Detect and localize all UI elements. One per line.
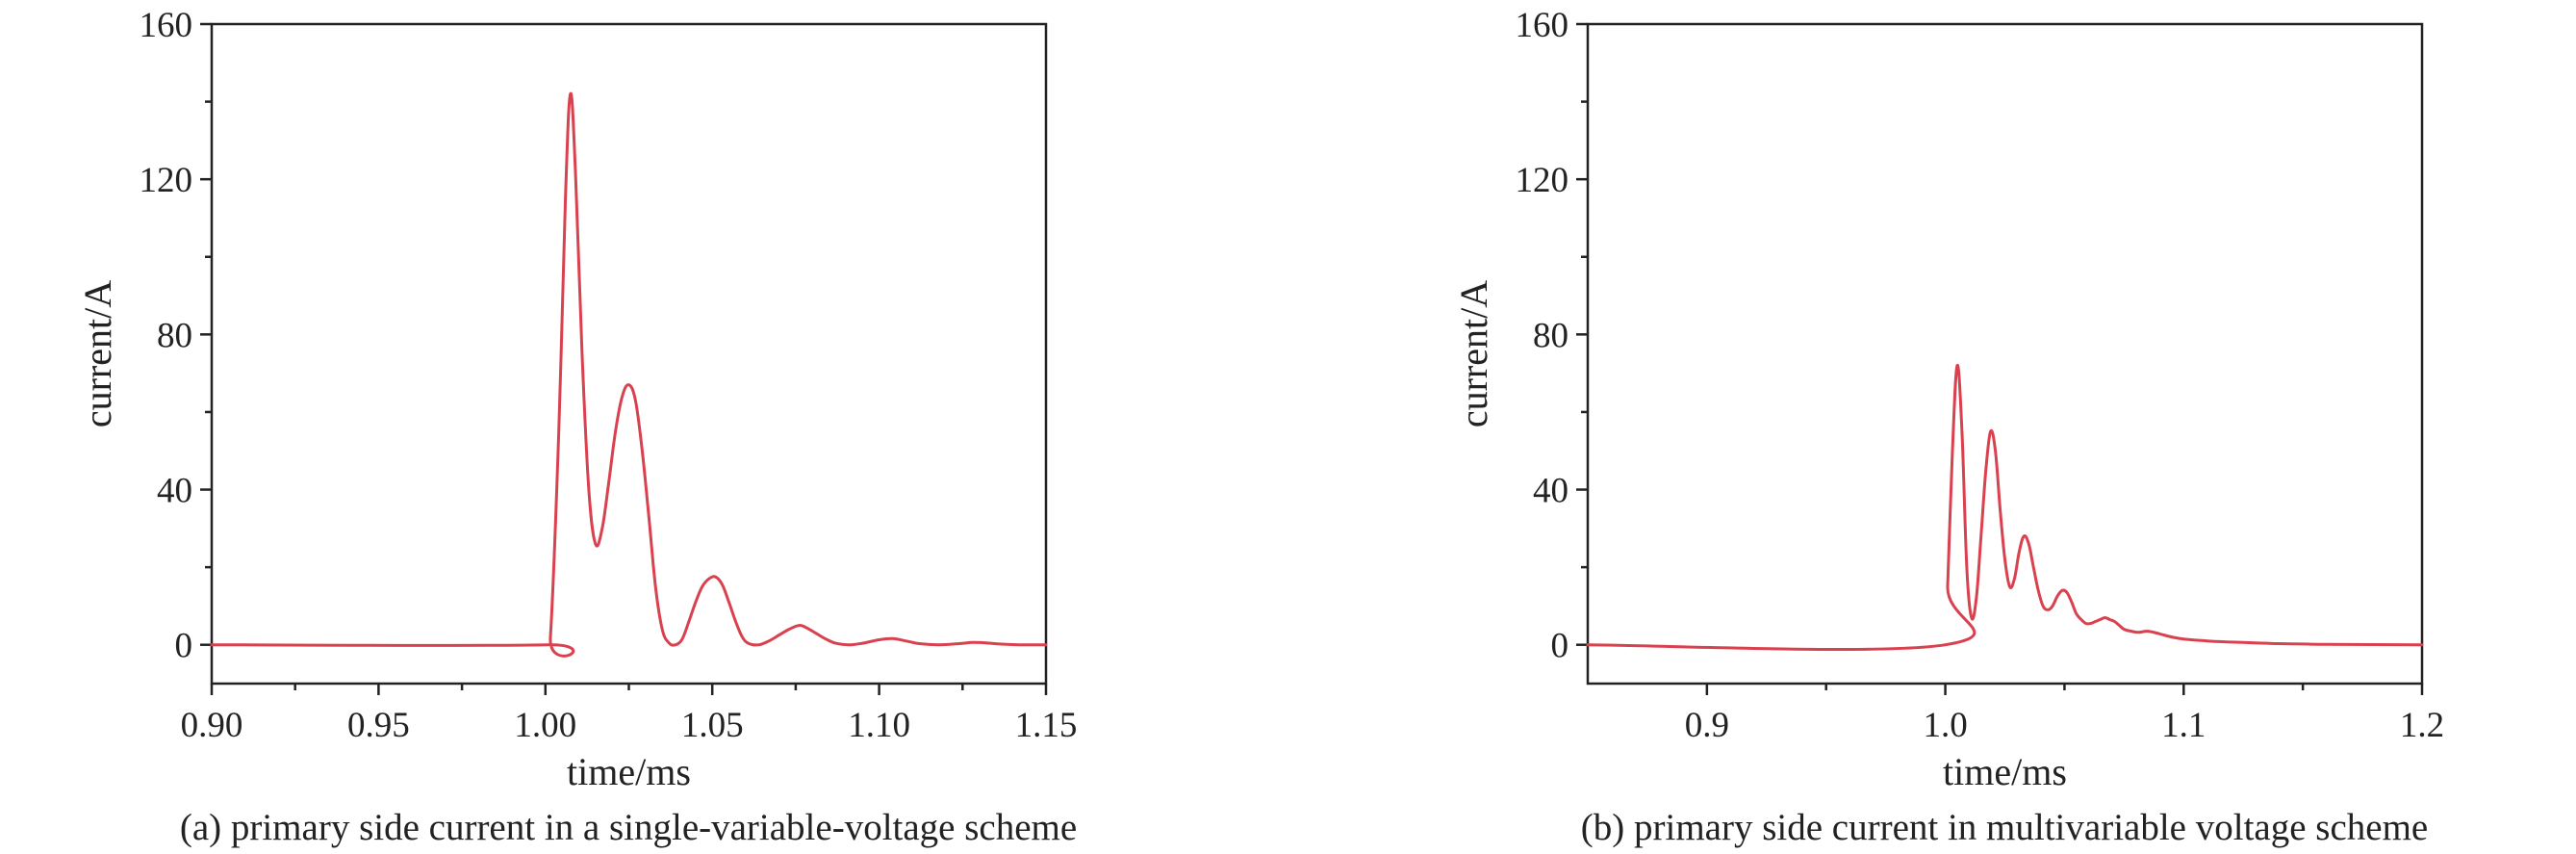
chart-b: 0.9 1.0 1.1 1.2 0 40 80 120 160 time/ms current/A (… <box>1452 6 2444 848</box>
x-tick-label: 1.05 <box>681 706 744 745</box>
x-tick-label: 1.0 <box>1923 706 1967 745</box>
y-tick-label: 160 <box>140 6 193 45</box>
chart-caption: (b) primary side current in multivariabl… <box>1581 807 2428 848</box>
series-line <box>1586 364 2424 652</box>
x-tick-label: 1.2 <box>2400 706 2444 745</box>
chart-caption: (a) primary side current in a single-var… <box>180 807 1077 848</box>
y-axis-label: current/A <box>76 280 119 427</box>
y-tick-label: 40 <box>1533 472 1569 511</box>
y-tick-label: 40 <box>157 472 192 511</box>
x-tick-label: 1.1 <box>2161 706 2206 745</box>
y-tick-label: 120 <box>140 161 193 200</box>
x-tick-label: 1.10 <box>848 706 910 745</box>
y-axis-label: current/A <box>1452 280 1495 427</box>
y-tick-label: 160 <box>1516 6 1569 45</box>
x-tick-label: 0.95 <box>347 706 410 745</box>
plot-frame <box>210 22 1048 686</box>
chart-a: 0.90 0.95 1.00 1.05 1.10 1.15 0 40 80 120 160 time/… <box>76 6 1077 848</box>
y-tick-label: 80 <box>157 316 192 355</box>
y-tick-label: 80 <box>1533 316 1569 355</box>
x-axis-label: time/ms <box>567 750 691 793</box>
series-line <box>210 91 1048 658</box>
x-tick-label: 0.90 <box>181 706 243 745</box>
x-axis-label: time/ms <box>1943 750 2067 793</box>
y-tick-label: 0 <box>1551 627 1569 666</box>
y-tick-label: 0 <box>175 627 193 666</box>
plot-frame <box>1586 22 2424 686</box>
y-tick-label: 120 <box>1516 161 1569 200</box>
x-tick-label: 0.9 <box>1685 706 1729 745</box>
x-tick-label: 1.00 <box>514 706 576 745</box>
x-tick-label: 1.15 <box>1015 706 1078 745</box>
